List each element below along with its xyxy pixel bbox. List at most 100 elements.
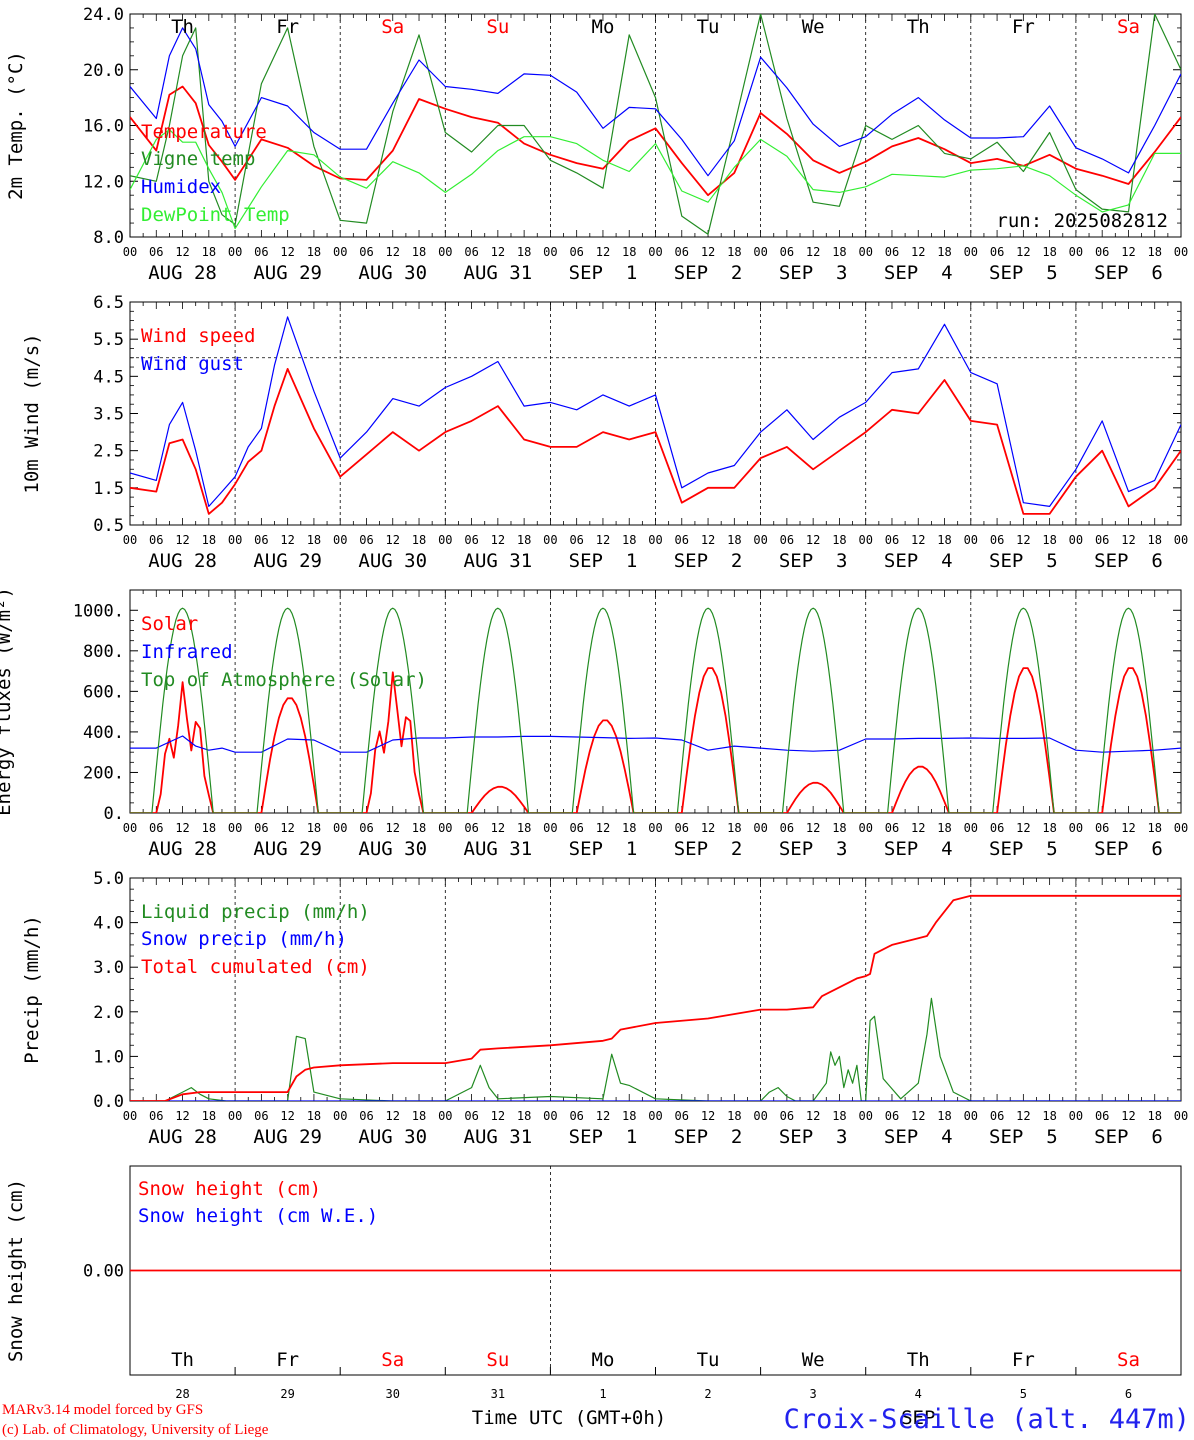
hour-tick-label: 00: [543, 1109, 557, 1123]
hour-tick-label: 12: [386, 245, 400, 259]
hour-tick-label: 06: [359, 1109, 373, 1123]
date-label: SEP 4: [884, 838, 953, 860]
y-tick-label: 400.: [83, 723, 124, 743]
hour-tick-label: 12: [806, 245, 820, 259]
weekday-label: We: [802, 16, 825, 38]
hour-tick-label: 18: [1147, 533, 1161, 547]
hour-tick-label: 00: [858, 1109, 872, 1123]
hour-tick-label: 18: [937, 533, 951, 547]
hour-tick-label: 12: [280, 245, 294, 259]
hour-tick-label: 18: [412, 533, 426, 547]
legend-wind-speed: Wind speed: [141, 325, 255, 347]
hour-tick-label: 18: [517, 533, 531, 547]
hour-tick-label: 00: [964, 533, 978, 547]
hour-tick-label: 12: [596, 245, 610, 259]
y-tick-label: 600.: [83, 682, 124, 702]
hour-tick-label: 06: [1095, 1109, 1109, 1123]
hour-tick-label: 00: [333, 821, 347, 835]
y-axis-label: Snow height (cm): [5, 1179, 27, 1362]
series-line-infrared: [130, 735, 1181, 753]
hour-tick-label: 00: [123, 245, 137, 259]
hour-tick-label: 12: [1016, 821, 1030, 835]
day-number-label: 30: [386, 1387, 400, 1401]
hour-tick-label: 06: [1095, 533, 1109, 547]
date-label: SEP 4: [884, 262, 953, 284]
hour-tick-label: 06: [359, 821, 373, 835]
hour-tick-label: 00: [333, 533, 347, 547]
weekday-label: Fr: [1012, 1349, 1035, 1371]
hour-tick-label: 12: [911, 533, 925, 547]
date-label: SEP 6: [1094, 838, 1163, 860]
date-label: SEP 2: [674, 262, 743, 284]
hour-tick-label: 00: [1174, 245, 1188, 259]
hour-tick-label: 12: [596, 1109, 610, 1123]
hour-tick-label: 00: [648, 1109, 662, 1123]
hour-tick-label: 00: [858, 533, 872, 547]
hour-tick-label: 06: [675, 245, 689, 259]
hour-tick-label: 12: [1121, 533, 1135, 547]
hour-tick-label: 06: [675, 821, 689, 835]
hour-tick-label: 12: [701, 821, 715, 835]
day-number-label: 31: [491, 1387, 505, 1401]
hour-tick-label: 00: [438, 245, 452, 259]
hour-tick-label: 12: [701, 1109, 715, 1123]
panel-3: 00 06 12 18 00 06 12 18 00 06 12 18 00 06 12 18 00 06 12 18…: [0, 587, 1188, 860]
hour-tick-label: 00: [438, 533, 452, 547]
hour-tick-label: 00: [1069, 533, 1083, 547]
y-tick-label: 8.0: [93, 228, 124, 248]
legend-top-of-atmosphere-solar: Top of Atmosphere (Solar): [141, 669, 427, 691]
weekday-label: Fr: [276, 16, 299, 38]
panel-frame: [129, 589, 1182, 814]
y-tick-label: 5.0: [93, 869, 124, 889]
y-tick-label: 0.00: [83, 1262, 124, 1282]
series-line-liquid-precip-mm-h: [130, 997, 1181, 1101]
date-label: AUG 30: [358, 550, 427, 572]
y-tick-label: 20.0: [83, 61, 124, 81]
hour-tick-label: 00: [1069, 1109, 1083, 1123]
y-tick-label: 0.5: [93, 516, 124, 536]
series-line-top-of-atmosphere-solar: [130, 607, 1181, 813]
weekday-label: Th: [907, 16, 930, 38]
panel-5: 0.00 Snow height (cm) Snow height (cm) Snow…: [5, 1165, 1182, 1429]
series-line-temperature: [130, 85, 1181, 197]
hour-tick-label: 06: [569, 245, 583, 259]
hour-tick-label: 00: [1174, 1109, 1188, 1123]
hour-tick-label: 18: [307, 245, 321, 259]
legend-snow-precip-mm-h: Snow precip (mm/h): [141, 928, 347, 950]
hour-tick-label: 12: [806, 821, 820, 835]
date-label: AUG 31: [464, 1126, 533, 1148]
credits-line-2: (c) Lab. of Climatology, University of L…: [2, 1422, 269, 1438]
y-tick-label: 12.0: [83, 172, 124, 192]
hour-tick-label: 06: [149, 245, 163, 259]
series-line-wind-speed: [130, 367, 1181, 515]
hour-tick-label: 18: [202, 533, 216, 547]
y-tick-label: 3.0: [93, 958, 124, 978]
hour-tick-label: 12: [491, 821, 505, 835]
hour-tick-label: 00: [333, 1109, 347, 1123]
hour-tick-label: 18: [727, 245, 741, 259]
hour-tick-label: 06: [675, 1109, 689, 1123]
hour-tick-label: 12: [491, 245, 505, 259]
day-number-label: 1: [599, 1387, 606, 1401]
y-tick-label: 2.0: [93, 1003, 124, 1023]
month-label: SEP: [901, 1407, 935, 1429]
hour-tick-label: 00: [964, 821, 978, 835]
y-tick-label: 1.0: [93, 1047, 124, 1067]
hour-tick-label: 12: [491, 533, 505, 547]
legend-total-cumulated-cm: Total cumulated (cm): [141, 956, 370, 978]
hour-tick-label: 18: [832, 821, 846, 835]
y-tick-label: 200.: [83, 763, 124, 783]
y-tick-label: 16.0: [83, 117, 124, 137]
hour-tick-label: 12: [175, 821, 189, 835]
y-axis-label: 10m Wind (m/s): [21, 333, 43, 493]
y-tick-label: 2.5: [93, 442, 124, 462]
weekday-label: Su: [486, 16, 509, 38]
hour-tick-label: 12: [911, 245, 925, 259]
date-label: SEP 3: [779, 550, 848, 572]
weekday-label: Fr: [276, 1349, 299, 1371]
x-axis-title: Time UTC (GMT+0h): [472, 1407, 666, 1429]
hour-tick-label: 00: [228, 1109, 242, 1123]
hour-tick-label: 18: [412, 1109, 426, 1123]
y-tick-label: 4.5: [93, 367, 124, 387]
date-label: SEP 5: [989, 262, 1058, 284]
